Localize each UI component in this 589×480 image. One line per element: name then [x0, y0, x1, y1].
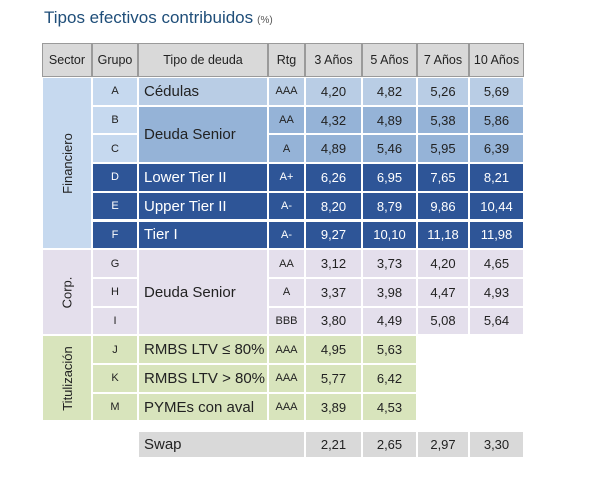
rate-value: 4,89	[362, 105, 417, 135]
rating: A	[268, 277, 305, 307]
group-code: C	[92, 134, 138, 164]
rate-value: 4,89	[305, 134, 362, 164]
group-code: K	[92, 364, 138, 393]
rate-value: 9,86	[417, 191, 469, 221]
rate-value: 6,42	[362, 364, 417, 393]
rating: AAA	[268, 77, 305, 106]
rate-value: 5,08	[417, 306, 469, 336]
title-block: Tipos efectivos contribuidos (%)	[44, 8, 273, 28]
sector-label: Corp.	[42, 249, 92, 336]
rate-value: 4,47	[417, 277, 469, 307]
rate-value: 4,93	[469, 277, 524, 307]
group-code: I	[92, 306, 138, 336]
group-code: B	[92, 105, 138, 135]
column-header: Tipo de deuda	[138, 43, 268, 77]
rate-value: 8,21	[469, 163, 524, 192]
rate-value: 5,26	[417, 77, 469, 106]
title-unit: (%)	[257, 15, 273, 26]
rate-value: 6,26	[305, 163, 362, 192]
swap-label: Swap	[138, 431, 305, 459]
group-code: J	[92, 335, 138, 364]
rate-value: 9,27	[305, 220, 362, 250]
group-code: H	[92, 277, 138, 307]
rate-value: 4,53	[362, 392, 417, 422]
column-header: 3 Años	[305, 43, 362, 77]
rating: AA	[268, 105, 305, 135]
rate-value: 4,95	[305, 335, 362, 364]
column-header: Rtg	[268, 43, 305, 77]
column-header: Grupo	[92, 43, 138, 77]
rate-value: 5,95	[417, 134, 469, 164]
debt-type: Cédulas	[138, 77, 268, 106]
rating: AA	[268, 249, 305, 278]
group-code: E	[92, 191, 138, 221]
rate-value: 5,63	[362, 335, 417, 364]
rate-value: 10,10	[362, 220, 417, 250]
rating: BBB	[268, 306, 305, 336]
sector-label: Financiero	[42, 77, 92, 250]
rate-value: 11,98	[469, 220, 524, 250]
sector-label-text: Corp.	[59, 276, 75, 309]
debt-type: Upper Tier II	[138, 191, 268, 221]
debt-type: RMBS LTV ≤ 80%	[138, 335, 268, 364]
rate-value: 4,20	[417, 249, 469, 278]
sector-label: Titulización	[42, 335, 92, 422]
rate-value: 5,64	[469, 306, 524, 336]
swap-value: 3,30	[469, 431, 524, 459]
rating: A-	[268, 191, 305, 221]
sector-label-text: Titulización	[59, 346, 75, 411]
rate-value: 4,49	[362, 306, 417, 336]
debt-type: Tier I	[138, 220, 268, 250]
rate-value: 8,79	[362, 191, 417, 221]
debt-type: RMBS LTV > 80%	[138, 364, 268, 393]
group-code: M	[92, 392, 138, 422]
rate-value: 3,73	[362, 249, 417, 278]
rate-value: 4,82	[362, 77, 417, 106]
rate-value: 4,20	[305, 77, 362, 106]
debt-type: Deuda Senior	[138, 105, 268, 164]
rate-value: 5,69	[469, 77, 524, 106]
rate-value: 3,89	[305, 392, 362, 422]
rate-value: 5,46	[362, 134, 417, 164]
column-header: 5 Años	[362, 43, 417, 77]
rate-value: 3,80	[305, 306, 362, 336]
rate-value: 5,77	[305, 364, 362, 393]
group-code: G	[92, 249, 138, 278]
group-code: F	[92, 220, 138, 250]
rate-value: 4,65	[469, 249, 524, 278]
rate-value: 5,38	[417, 105, 469, 135]
swap-value: 2,97	[417, 431, 469, 459]
swap-value: 2,65	[362, 431, 417, 459]
rating: A+	[268, 163, 305, 192]
rate-value: 3,12	[305, 249, 362, 278]
rating: A	[268, 134, 305, 164]
group-code: D	[92, 163, 138, 192]
column-header: 10 Años	[469, 43, 524, 77]
rate-value: 3,98	[362, 277, 417, 307]
rating: AAA	[268, 364, 305, 393]
sector-label-text: Financiero	[59, 132, 75, 194]
debt-type: Lower Tier II	[138, 163, 268, 192]
rate-value: 3,37	[305, 277, 362, 307]
rate-value: 4,32	[305, 105, 362, 135]
rate-value: 8,20	[305, 191, 362, 221]
rate-value: 5,86	[469, 105, 524, 135]
rate-value: 7,65	[417, 163, 469, 192]
column-header: Sector	[42, 43, 92, 77]
rating: AAA	[268, 335, 305, 364]
rate-value: 6,95	[362, 163, 417, 192]
swap-value: 2,21	[305, 431, 362, 459]
rate-value: 11,18	[417, 220, 469, 250]
rating: AAA	[268, 392, 305, 422]
column-header: 7 Años	[417, 43, 469, 77]
title: Tipos efectivos contribuidos	[44, 8, 254, 27]
group-code: A	[92, 77, 138, 106]
rate-value: 10,44	[469, 191, 524, 221]
debt-type: PYMEs con aval	[138, 392, 268, 422]
rating: A-	[268, 220, 305, 250]
debt-type: Deuda Senior	[138, 249, 268, 336]
rate-value: 6,39	[469, 134, 524, 164]
